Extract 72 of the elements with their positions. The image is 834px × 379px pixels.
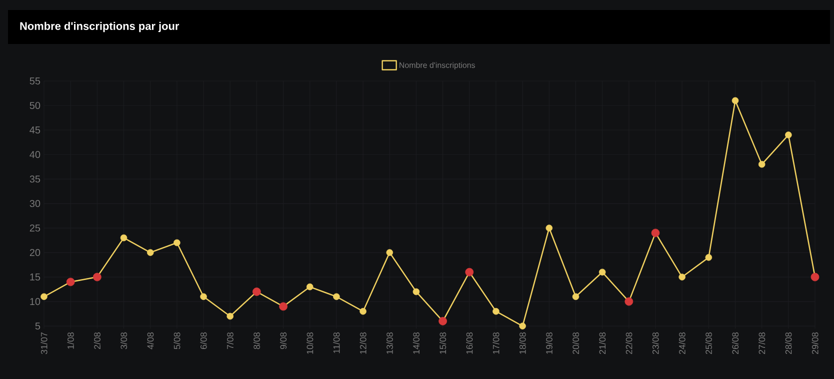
- point: [624, 297, 634, 306]
- point: [386, 249, 394, 256]
- x-tick-label: 22/08: [626, 332, 632, 354]
- y-tick-label: 30: [30, 200, 40, 208]
- x-tick-label: 26/08: [732, 332, 739, 354]
- x-tick-label: 8/08: [253, 332, 260, 350]
- y-tick-label: 55: [30, 78, 40, 84]
- y-tick-label: 45: [30, 126, 40, 134]
- x-tick-label: 4/08: [147, 332, 154, 350]
- chart-title: Nombre d'inscriptions par jour: [20, 22, 180, 32]
- point: [598, 268, 606, 276]
- point: [519, 322, 526, 330]
- point: [120, 234, 128, 242]
- point: [360, 308, 366, 315]
- point: [146, 249, 154, 256]
- y-tick-label: 50: [30, 102, 40, 110]
- x-tick-label: 29/08: [812, 332, 818, 354]
- point: [705, 254, 712, 261]
- point: [40, 293, 48, 300]
- point: [306, 283, 314, 290]
- x-tick-label: 5/08: [174, 332, 180, 350]
- x-tick-label: 6/08: [200, 332, 207, 350]
- x-tick-label: 10/08: [306, 332, 314, 354]
- point: [492, 308, 500, 315]
- x-tick-label: 28/08: [785, 332, 792, 354]
- point: [226, 312, 234, 320]
- x-tick-label: 20/08: [572, 332, 580, 354]
- x-tick-label: 2/08: [94, 332, 100, 350]
- x-tick-label: 12/08: [360, 332, 366, 354]
- y-tick-label: 5: [35, 322, 40, 330]
- y-tick-label: 15: [30, 274, 40, 281]
- point: [572, 293, 580, 300]
- point: [438, 316, 447, 326]
- y-tick-label: 40: [30, 150, 40, 158]
- point: [758, 160, 766, 168]
- x-tick-label: 9/08: [280, 332, 287, 350]
- x-tick-label: 24/08: [678, 332, 686, 354]
- point: [651, 228, 660, 238]
- point: [810, 272, 820, 282]
- x-tick-label: 23/08: [652, 332, 659, 354]
- x-tick-label: 31/07: [40, 332, 48, 354]
- point: [678, 274, 686, 280]
- x-tick-label: 3/08: [120, 332, 128, 350]
- x-tick-label: 17/08: [492, 332, 500, 354]
- point: [333, 293, 340, 300]
- point: [200, 293, 207, 300]
- x-tick-label: 14/08: [412, 332, 420, 354]
- x-tick-label: 19/08: [546, 332, 552, 354]
- x-tick-label: 11/08: [333, 332, 340, 354]
- x-tick-label: 15/08: [440, 332, 446, 354]
- y-tick-label: 20: [30, 249, 40, 256]
- point: [66, 278, 75, 286]
- point: [252, 288, 261, 296]
- point: [412, 288, 420, 296]
- point: [732, 97, 739, 104]
- y-tick-label: 35: [30, 175, 40, 183]
- point: [465, 268, 474, 276]
- y-tick-label: 25: [30, 224, 40, 232]
- point: [174, 239, 180, 246]
- x-tick-label: 7/08: [226, 332, 234, 350]
- x-tick-label: 16/08: [466, 332, 473, 354]
- x-tick-label: 25/08: [705, 332, 712, 354]
- x-tick-label: 18/08: [519, 332, 526, 354]
- point: [92, 272, 102, 282]
- y-tick-label: 10: [30, 298, 40, 306]
- x-tick-label: 1/08: [67, 332, 74, 349]
- x-tick-label: 21/08: [599, 332, 606, 354]
- point: [785, 132, 792, 138]
- x-tick-label: 13/08: [386, 332, 393, 354]
- x-tick-label: 27/08: [758, 332, 766, 354]
- point: [279, 302, 288, 311]
- point: [546, 224, 553, 232]
